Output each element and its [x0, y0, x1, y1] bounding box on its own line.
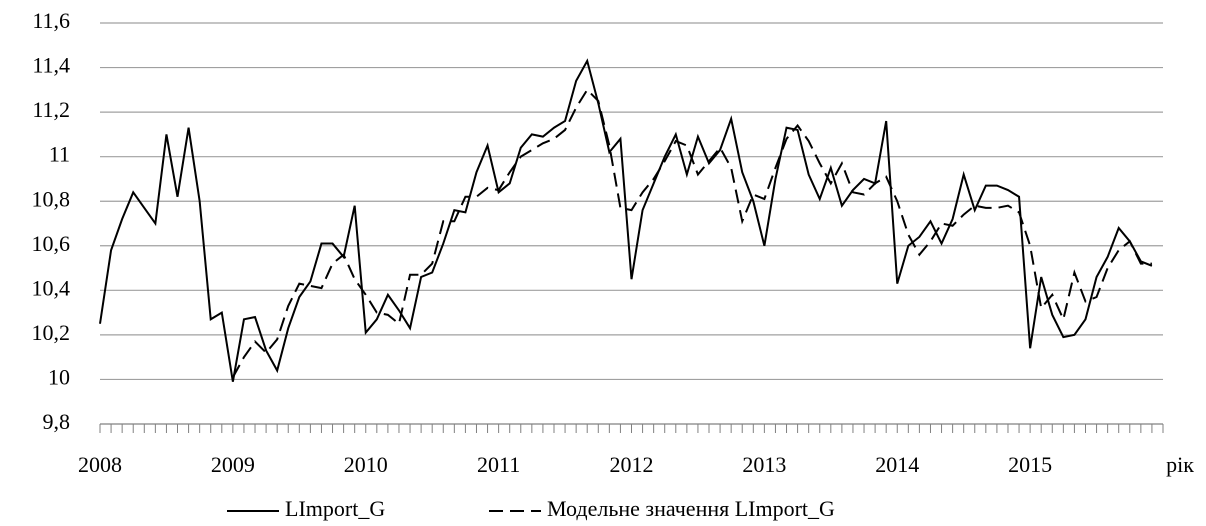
- x-tick-label: 2014: [875, 452, 919, 477]
- x-tick-label: 2010: [344, 452, 388, 477]
- y-tick-label: 11,4: [32, 53, 70, 78]
- x-tick-label: 2009: [211, 452, 255, 477]
- x-tick-label: 2015: [1008, 452, 1052, 477]
- x-tick-label: 2012: [610, 452, 654, 477]
- series-line: [99, 58, 1153, 382]
- x-tick-label: 2013: [742, 452, 786, 477]
- y-tick-label: 11,6: [32, 8, 70, 33]
- legend-label: Модельне значення LImport_G: [547, 496, 835, 521]
- x-axis-label: рік: [1166, 452, 1194, 477]
- series-line: [232, 88, 1152, 378]
- y-tick-label: 10,8: [32, 186, 71, 211]
- legend-label: LImport_G: [285, 496, 385, 521]
- y-tick-label: 10,2: [32, 320, 71, 345]
- y-tick-label: 11,2: [32, 97, 70, 122]
- y-tick-label: 11: [49, 142, 70, 167]
- y-tick-label: 9,8: [43, 409, 71, 434]
- x-tick-label: 2008: [78, 452, 122, 477]
- y-tick-label: 10,6: [32, 231, 71, 256]
- x-tick-label: 2011: [477, 452, 520, 477]
- y-tick-label: 10,4: [32, 275, 71, 300]
- y-tick-label: 10: [48, 364, 70, 389]
